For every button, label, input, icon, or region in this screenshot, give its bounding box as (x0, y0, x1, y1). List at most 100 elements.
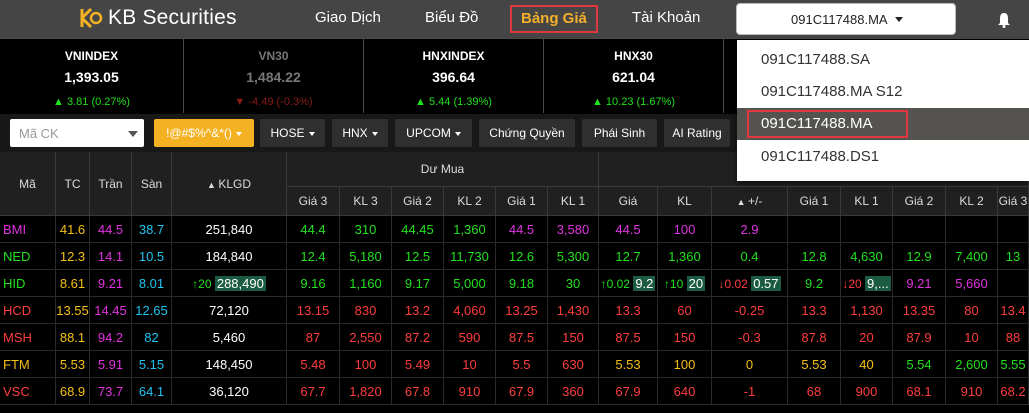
cell-s3 (998, 270, 1029, 297)
header-sell-col[interactable]: KL 2 (946, 187, 998, 216)
table-row[interactable]: HCD 13.55 14.45 12.65 72,120 13.15 830 13.2 4,06… (0, 297, 1029, 324)
index-vn30[interactable]: VN30 1,484.22 ▼ -4.49 (-0.3%) (183, 39, 363, 113)
cell-v3: 2,550 (340, 324, 392, 351)
table-row[interactable]: HID 8.61 9.21 8.01 ↑20 288,490 9.16 1,160 9.17 5… (0, 270, 1029, 297)
arrow-up-icon: ▲ (591, 96, 606, 108)
cell-mv: 640 (658, 378, 712, 405)
header-buy-group[interactable]: Dư Mua (287, 152, 599, 187)
cell-sym[interactable]: BMI (0, 216, 56, 243)
cell-sym[interactable]: HID (0, 270, 56, 297)
cell-v3: 830 (340, 297, 392, 324)
header-match-change[interactable]: ▲ +/- (712, 187, 788, 216)
hnx-button[interactable]: HNX (332, 119, 388, 147)
cell-b2: 5.49 (392, 351, 444, 378)
index-value: 1,393.05 (64, 69, 119, 85)
account-option[interactable]: 091C117488.MA S12 (761, 83, 903, 100)
cell-s2: 5.54 (893, 351, 946, 378)
cell-sv2: 7,400 (946, 243, 998, 270)
cell-mc: ↓0.02 0.57 (712, 270, 788, 297)
table-row[interactable]: FTM 5.53 5.91 5.15 148,450 5.48 100 5.49 10 5.5 63… (0, 351, 1029, 378)
header-ceil[interactable]: Trần (90, 152, 132, 216)
cell-sym[interactable]: NED (0, 243, 56, 270)
cell-v3: 100 (340, 351, 392, 378)
cell-b3: 5.48 (287, 351, 340, 378)
nav-tai-khoan[interactable]: Tài Khoản (632, 9, 701, 26)
header-ref[interactable]: TC (56, 152, 90, 216)
account-option[interactable]: 091C117488.DS1 (761, 148, 880, 165)
cell-s3: 68.2 (998, 378, 1029, 405)
index-change: ▲ 3.81 (0.27%) (53, 96, 130, 108)
header-buy-col[interactable]: Giá 2 (392, 187, 444, 216)
account-option-selected[interactable]: 091C117488.MA (737, 108, 1029, 140)
cell-s1: 9.2 (788, 270, 841, 297)
cell-mv: 100 (658, 216, 712, 243)
cell-mp: 12.7 (599, 243, 658, 270)
account-option[interactable]: 091C117488.SA (761, 51, 870, 68)
index-vnindex[interactable]: VNINDEX 1,393.05 ▲ 3.81 (0.27%) (0, 39, 183, 113)
header-match-price[interactable]: Giá (599, 187, 658, 216)
cell-b1: 44.5 (496, 216, 548, 243)
header-sell-col[interactable]: Giá 1 (788, 187, 841, 216)
header-volume[interactable]: ▲ KLGD (172, 152, 287, 216)
header-floor[interactable]: Sàn (132, 152, 172, 216)
cell-mc: 2.9 (712, 216, 788, 243)
table-row[interactable]: BMI 41.6 44.5 38.7 251,840 44.4 310 44.45 1,360 4… (0, 216, 1029, 243)
header-buy-col[interactable]: Giá 3 (287, 187, 340, 216)
bell-icon[interactable] (997, 12, 1011, 28)
cell-sv1: 40 (841, 351, 893, 378)
upcom-button[interactable]: UPCOM (395, 119, 472, 147)
cell-ceil: 14.1 (90, 243, 132, 270)
change-arrow-icon: ↓0.02 (718, 277, 752, 291)
phai-sinh-button[interactable]: Phái Sinh (582, 119, 657, 147)
cell-sym[interactable]: VSC (0, 378, 56, 405)
change-arrow-icon: ↑20 (192, 277, 215, 291)
nav-bang-gia[interactable]: Bảng Giá (510, 5, 598, 33)
cell-s3 (998, 216, 1029, 243)
header-buy-col[interactable]: Giá 1 (496, 187, 548, 216)
header-match-volume[interactable]: KL (658, 187, 712, 216)
nav-bieu-do[interactable]: Biểu Đồ (425, 9, 479, 26)
table-row[interactable]: MSH 88.1 94.2 82 5,460 87 2,550 87.2 590 87.5 150 8… (0, 324, 1029, 351)
cell-s3: 13.4 (998, 297, 1029, 324)
cell-v2: 10 (444, 351, 496, 378)
cell-sym[interactable]: HCD (0, 297, 56, 324)
cell-mc: -1 (712, 378, 788, 405)
cell-v2: 590 (444, 324, 496, 351)
cell-s2 (893, 216, 946, 243)
cell-s3: 13 (998, 243, 1029, 270)
index-divider (723, 39, 737, 113)
ai-rating-button[interactable]: AI Rating (664, 119, 730, 147)
table-row[interactable]: VSC 68.9 73.7 64.1 36,120 67.7 1,820 67.8 910 67.… (0, 378, 1029, 405)
cell-v1: 5,300 (548, 243, 599, 270)
kb-logo[interactable]: KB Securities (78, 5, 237, 31)
cell-ref: 8.61 (56, 270, 90, 297)
top-navbar: KB Securities Giao Dịch Biểu Đồ Bảng Giá… (0, 0, 1029, 38)
nav-giao-dich[interactable]: Giao Dịch (315, 9, 381, 26)
index-hnx30[interactable]: HNX30 621.04 ▲ 10.23 (1.67%) (543, 39, 723, 113)
hose-button[interactable]: HOSE (260, 119, 325, 147)
kb-star-icon (80, 7, 103, 29)
header-sell-col[interactable]: KL 1 (841, 187, 893, 216)
cell-value: 9,... (865, 276, 891, 291)
cell-vol: 148,450 (172, 351, 287, 378)
cell-s2: 87.9 (893, 324, 946, 351)
header-buy-col[interactable]: KL 2 (444, 187, 496, 216)
cell-vol: 5,460 (172, 324, 287, 351)
cell-floor: 10.5 (132, 243, 172, 270)
account-select[interactable]: 091C117488.MA (736, 3, 956, 35)
cell-vol: ↑20 288,490 (172, 270, 287, 297)
table-row[interactable]: NED 12.3 14.1 10.5 184,840 12.4 5,180 12.5 11,73… (0, 243, 1029, 270)
header-sell-col[interactable]: Giá 3 (998, 187, 1029, 216)
cell-sym[interactable]: FTM (0, 351, 56, 378)
header-buy-col[interactable]: KL 3 (340, 187, 392, 216)
chung-quyen-button[interactable]: Chứng Quyền (479, 119, 575, 147)
cell-sym[interactable]: MSH (0, 324, 56, 351)
stock-code-input[interactable]: Mã CK (10, 119, 144, 147)
header-symbol[interactable]: Mã (0, 152, 56, 216)
index-hnxindex[interactable]: HNXINDEX 396.64 ▲ 5.44 (1.39%) (363, 39, 543, 113)
header-sell-col[interactable]: Giá 2 (893, 187, 946, 216)
watchlist-button[interactable]: !@#$%^&*() (154, 119, 254, 147)
cell-mc: 0.4 (712, 243, 788, 270)
cell-s2: 68.1 (893, 378, 946, 405)
header-buy-col[interactable]: KL 1 (548, 187, 599, 216)
